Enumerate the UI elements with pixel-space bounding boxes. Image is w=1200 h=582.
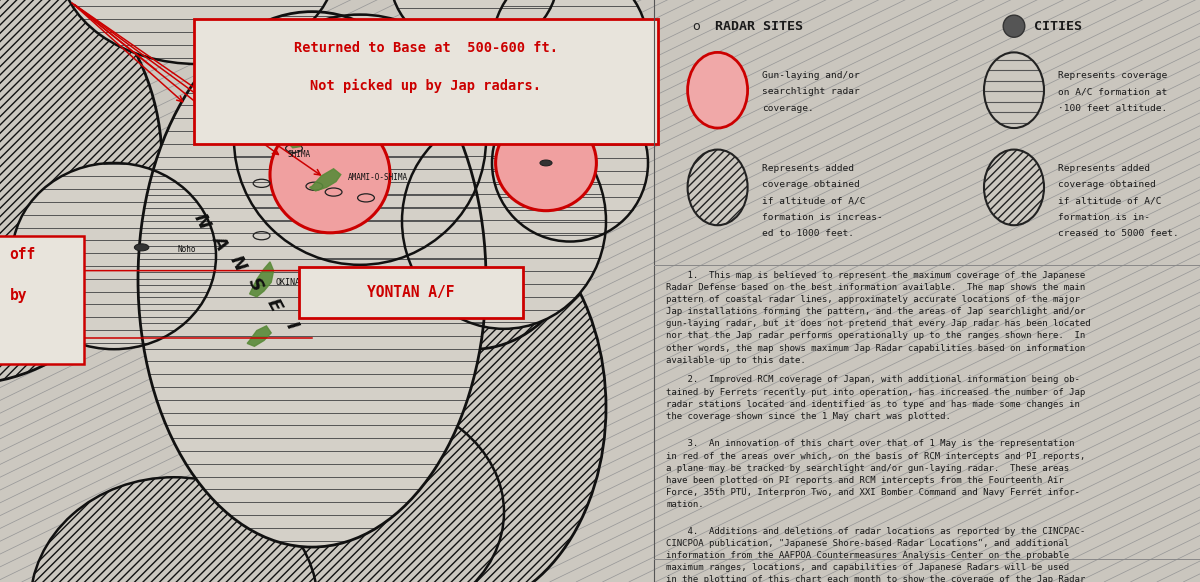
Text: coverage.: coverage. [762,104,814,112]
FancyBboxPatch shape [0,236,84,364]
Text: OKINAWA: OKINAWA [276,278,311,287]
Text: if altitude of A/C: if altitude of A/C [762,197,865,205]
Text: E: E [263,295,284,315]
Ellipse shape [390,0,558,52]
Ellipse shape [60,0,336,64]
Text: 4.  Additions and deletions of radar locations as reported by the CINCPAC-
CINCP: 4. Additions and deletions of radar loca… [666,527,1085,582]
Text: Returned to Base at  500-600 ft.: Returned to Base at 500-600 ft. [294,41,558,55]
Ellipse shape [12,163,216,349]
Ellipse shape [30,477,318,582]
Polygon shape [247,326,271,346]
Text: CITIES: CITIES [1034,20,1082,33]
Text: 2.  Improved RCM coverage of Japan, with additional information being ob-
tained: 2. Improved RCM coverage of Japan, with … [666,375,1085,421]
Ellipse shape [270,116,390,233]
Ellipse shape [234,15,486,265]
Text: YONTAN A/F: YONTAN A/F [367,285,455,300]
Ellipse shape [402,113,606,329]
Polygon shape [250,262,274,297]
Text: if altitude of A/C: if altitude of A/C [1058,197,1162,205]
Polygon shape [289,139,304,148]
Text: Not picked up by Jap radars.: Not picked up by Jap radars. [311,79,541,93]
Ellipse shape [1003,15,1025,37]
FancyBboxPatch shape [299,267,523,318]
Text: on A/C formation at: on A/C formation at [1058,87,1168,96]
Text: Noho: Noho [178,244,196,254]
Ellipse shape [984,52,1044,128]
FancyBboxPatch shape [654,0,1200,582]
Text: formation is increas-: formation is increas- [762,213,883,222]
Text: by: by [10,288,28,303]
Text: ed to 1000 feet.: ed to 1000 feet. [762,229,854,238]
Circle shape [540,160,552,166]
Ellipse shape [492,0,648,128]
Text: Gun-laying and/or: Gun-laying and/or [762,71,859,80]
Ellipse shape [492,84,648,242]
Text: 3.  An innovation of this chart over that of 1 May is the representation
in red : 3. An innovation of this chart over that… [666,439,1085,509]
Circle shape [134,244,149,251]
Ellipse shape [496,115,596,211]
Text: SHIMA: SHIMA [288,150,311,159]
Text: Represents added: Represents added [1058,164,1151,173]
FancyBboxPatch shape [194,19,658,144]
Text: S: S [245,274,266,294]
Ellipse shape [688,52,748,128]
Text: TOKUNO: TOKUNO [288,136,316,146]
Polygon shape [310,169,341,191]
Text: o: o [692,20,700,33]
Text: searchlight radar: searchlight radar [762,87,859,96]
FancyBboxPatch shape [0,0,654,582]
Ellipse shape [688,150,748,225]
Text: N: N [190,210,214,232]
Ellipse shape [984,150,1044,225]
Text: ·100 feet altitude.: ·100 feet altitude. [1058,104,1168,112]
Text: N: N [226,252,250,274]
Ellipse shape [306,204,606,582]
Text: I: I [282,319,301,333]
Text: coverage obtained: coverage obtained [1058,180,1156,189]
Text: creased to 5000 feet.: creased to 5000 feet. [1058,229,1180,238]
Text: 1.  This map is believed to represent the maximum coverage of the Japanese
Radar: 1. This map is believed to represent the… [666,271,1091,365]
Text: AMAMI-O-SHIMA: AMAMI-O-SHIMA [348,173,408,182]
Text: A: A [209,231,230,252]
Text: off: off [10,247,36,262]
Text: Represents added: Represents added [762,164,854,173]
Text: coverage obtained: coverage obtained [762,180,859,189]
Text: S: S [382,105,406,134]
Text: RADAR SITES: RADAR SITES [715,20,803,33]
Text: formation is in-: formation is in- [1058,213,1151,222]
Ellipse shape [0,0,162,384]
Text: Represents coverage: Represents coverage [1058,71,1168,80]
Ellipse shape [348,0,600,349]
Ellipse shape [216,396,504,582]
Ellipse shape [138,12,486,547]
